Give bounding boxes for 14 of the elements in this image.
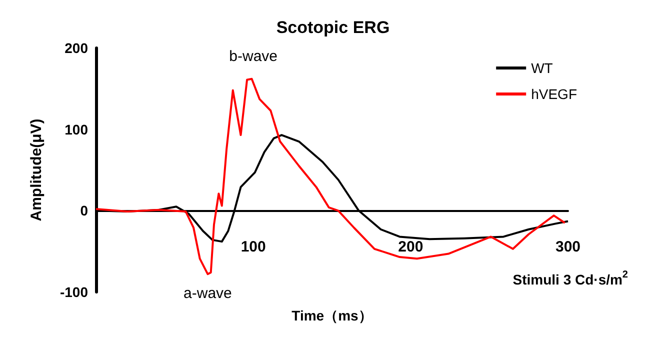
x-tick-label: 300 — [555, 238, 581, 256]
annotation: a-wave — [184, 285, 232, 302]
legend-label: hVEGF — [531, 86, 578, 102]
y-tick-label: 100 — [64, 121, 88, 138]
y-axis-title: Amplitude(μV) — [28, 118, 45, 222]
x-axis-title: Time（ms） — [292, 308, 372, 324]
y-tick-label: -100 — [60, 284, 88, 300]
legend-label: WT — [531, 60, 554, 76]
y-tick-label: 0 — [80, 202, 88, 219]
x-tick-label: 100 — [240, 238, 266, 256]
x-tick-label: 200 — [398, 238, 424, 256]
y-tick-label: 200 — [64, 40, 88, 56]
chart-title: Scotopic ERG — [276, 18, 390, 37]
annotation: b-wave — [229, 48, 278, 65]
